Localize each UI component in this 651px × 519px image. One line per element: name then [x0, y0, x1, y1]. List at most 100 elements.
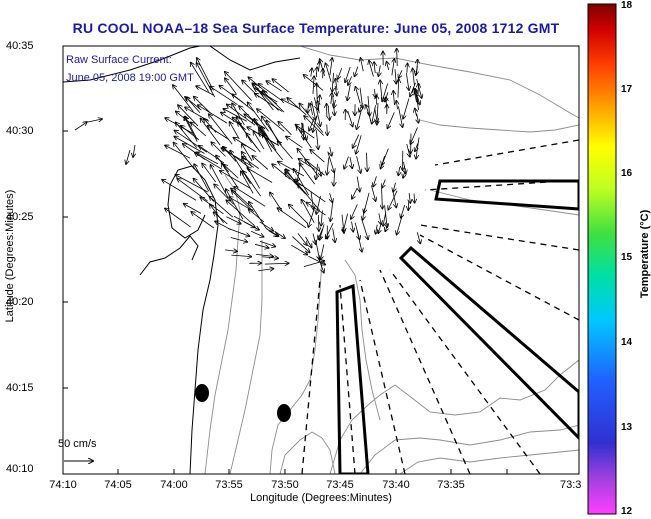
plot-area [63, 46, 579, 474]
xtick-label: 74:05 [104, 479, 132, 491]
current-vector [378, 222, 381, 233]
current-vector [330, 193, 333, 202]
current-vector [382, 83, 389, 101]
current-vector [225, 72, 252, 101]
current-vector [399, 70, 402, 78]
current-vector [403, 168, 406, 178]
current-vector [209, 114, 233, 145]
current-vector [230, 151, 251, 185]
current-vector [351, 204, 358, 219]
current-vector [202, 163, 217, 183]
current-vector [398, 79, 399, 98]
current-vector [256, 254, 273, 256]
plot-frame [62, 45, 580, 475]
current-vector [291, 244, 307, 254]
current-vector [289, 205, 308, 224]
current-vector [259, 240, 275, 246]
current-vector [210, 86, 238, 106]
current-vector [133, 144, 135, 157]
current-vector [253, 84, 274, 111]
current-vector [223, 147, 237, 162]
current-vector [162, 180, 197, 201]
current-vector [357, 176, 360, 192]
current-vector [242, 158, 261, 189]
current-vector [316, 195, 321, 214]
current-vector [242, 144, 253, 162]
current-vector [301, 200, 315, 223]
current-vector [210, 204, 224, 224]
current-vector [395, 69, 396, 84]
current-vector [173, 143, 195, 170]
current-vector [222, 163, 239, 189]
contour-1 [204, 174, 241, 474]
current-vector [398, 106, 402, 127]
current-label: Raw Surface Current: [66, 54, 172, 66]
current-vector [247, 168, 273, 183]
current-vector [253, 131, 265, 150]
current-vector [197, 58, 214, 91]
current-vector [184, 204, 201, 214]
current-vector [401, 204, 406, 218]
current-vector [353, 134, 360, 148]
current-vector [393, 182, 395, 192]
current-vector [320, 224, 325, 240]
current-vector [301, 122, 302, 133]
current-vector [219, 86, 244, 103]
current-vector [327, 157, 329, 174]
current-vector [196, 63, 216, 98]
contour-10 [279, 431, 336, 474]
current-vector [415, 91, 420, 110]
coastline-main [167, 165, 219, 474]
current-vector [360, 58, 364, 72]
current-vector [252, 156, 269, 170]
current-vector [195, 153, 222, 170]
current-vector [371, 185, 375, 201]
current-vector [234, 187, 266, 207]
current-vector [417, 60, 418, 75]
current-vector [225, 78, 237, 95]
current-vector [221, 112, 241, 126]
current-vector [392, 190, 397, 207]
current-vector [310, 103, 312, 115]
current-vector [238, 122, 261, 153]
current-vector [226, 189, 244, 220]
current-vector [309, 117, 315, 131]
current-vector [382, 179, 385, 188]
current-vector [396, 101, 397, 110]
current-vector [299, 103, 324, 133]
current-vector [258, 269, 273, 271]
current-vector [333, 228, 335, 242]
colorbar-tick: 15 [621, 252, 633, 263]
current-vector [359, 87, 363, 108]
current-vector [255, 94, 283, 112]
coastline-north [209, 46, 301, 71]
current-vector [313, 76, 314, 94]
ytick-label: 40:10 [6, 463, 34, 475]
contour-5 [359, 424, 579, 474]
current-vector [330, 201, 332, 221]
current-vector [407, 63, 408, 73]
contour-6 [399, 449, 579, 474]
current-vector [381, 148, 389, 169]
current-vector [126, 149, 131, 164]
radar-wedge-southeast [398, 245, 579, 441]
current-vector [330, 147, 332, 156]
current-vector [325, 63, 332, 82]
current-vector [405, 72, 409, 90]
current-vector [243, 171, 262, 197]
colorbar-tick: 13 [621, 422, 633, 433]
current-vector [165, 145, 191, 159]
xtick-label: 73:50 [271, 479, 299, 491]
xtick-label: 73:55 [215, 479, 243, 491]
current-vector [330, 58, 332, 76]
current-vector [387, 112, 395, 128]
current-vector [363, 208, 365, 219]
current-vector [364, 192, 370, 213]
ytick-label: 40:25 [6, 211, 34, 223]
current-vector [266, 120, 279, 143]
current-vector [410, 127, 418, 144]
current-vector [356, 155, 361, 173]
current-vector [308, 208, 315, 227]
colorbar-tick: 14 [621, 337, 633, 348]
